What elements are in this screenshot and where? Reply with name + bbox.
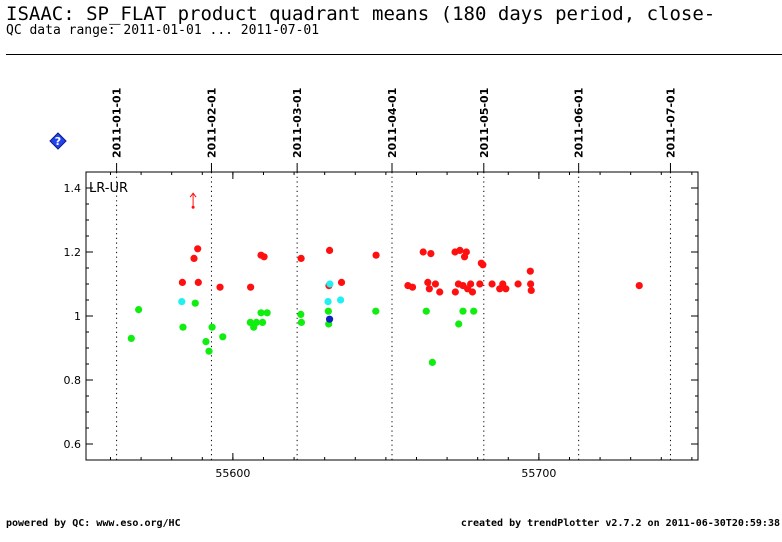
- data-point-red: [337, 278, 346, 286]
- data-point-green: [191, 299, 199, 307]
- data-point-red: [527, 286, 535, 294]
- y-tick-label: 1.4: [64, 182, 82, 195]
- data-point-green: [219, 333, 227, 341]
- data-point-red: [460, 253, 469, 261]
- data-point-red: [502, 285, 510, 293]
- date-label: 2011-04-01: [386, 88, 399, 158]
- data-point-green: [459, 307, 467, 315]
- data-point-red: [297, 254, 305, 262]
- date-label: 2011-05-01: [478, 88, 491, 158]
- data-point-red: [514, 280, 522, 288]
- data-point-red: [419, 248, 427, 256]
- data-point-red: [247, 283, 255, 291]
- data-point-red: [451, 288, 459, 296]
- data-point-red: [325, 246, 334, 254]
- page-title: ISAAC: SP_FLAT product quadrant means (1…: [6, 3, 716, 25]
- header-divider: [6, 54, 782, 55]
- data-point-red: [178, 278, 186, 286]
- data-point-red: [424, 278, 432, 286]
- outlier-point: [191, 205, 195, 209]
- y-tick-label: 0.8: [64, 374, 82, 387]
- data-point-red: [467, 280, 475, 288]
- data-point-green: [179, 323, 187, 331]
- help-diamond-icon[interactable]: ?: [49, 132, 67, 150]
- data-point-green: [252, 318, 261, 326]
- data-point-green: [258, 318, 267, 326]
- x-tick-label: 55700: [521, 467, 556, 480]
- data-point-red: [427, 250, 435, 258]
- panel-label: LR-UR: [89, 181, 128, 196]
- svg-text:?: ?: [55, 135, 61, 148]
- data-point-green: [297, 318, 306, 326]
- data-point-green: [202, 338, 210, 346]
- footer-powered-by: powered by QC: www.eso.org/HC: [6, 518, 181, 529]
- y-tick-label: 1.2: [64, 246, 82, 259]
- data-point-green: [324, 307, 332, 315]
- data-point-red: [479, 261, 487, 269]
- data-point-green: [208, 323, 216, 331]
- data-point-green: [422, 307, 430, 315]
- data-point-blue: [325, 315, 334, 323]
- x-tick-label: 55600: [215, 467, 250, 480]
- data-point-green: [205, 347, 213, 355]
- data-point-red: [527, 280, 535, 288]
- data-point-green: [263, 309, 271, 317]
- data-point-cyan: [326, 280, 334, 288]
- y-tick-label: 1: [74, 310, 81, 323]
- date-markers: 2011-01-01 2011-02-01 2011-03-01 2011-04-01…: [111, 88, 677, 460]
- data-point-red: [190, 254, 198, 262]
- data-point-red: [526, 267, 534, 275]
- data-point-red: [436, 288, 444, 296]
- data-point-red: [635, 282, 643, 290]
- data-point-green: [135, 306, 143, 314]
- data-point-green: [257, 309, 265, 317]
- date-label: 2011-03-01: [291, 88, 304, 158]
- data-point-red: [408, 283, 417, 291]
- data-point-red: [488, 280, 496, 288]
- date-label: 2011-02-01: [205, 88, 218, 158]
- data-point-red: [260, 253, 268, 261]
- data-point-cyan: [178, 298, 186, 306]
- data-point-red: [194, 278, 202, 286]
- data-point-red: [431, 280, 440, 288]
- outlier-arrow-head: [189, 192, 197, 198]
- data-point-red: [425, 285, 433, 293]
- date-label: 2011-07-01: [664, 88, 677, 158]
- data-point-cyan: [336, 296, 345, 304]
- date-label: 2011-06-01: [573, 88, 586, 158]
- data-point-green: [372, 307, 380, 315]
- axes: 0.6 0.8 1 1.2 1.4 55600 55700: [64, 172, 698, 480]
- data-points: [127, 192, 643, 366]
- data-point-green: [470, 307, 478, 315]
- data-point-red: [468, 288, 477, 296]
- data-point-green: [297, 310, 305, 318]
- data-point-green: [455, 320, 463, 328]
- data-point-red: [216, 283, 224, 291]
- data-point-green: [428, 358, 436, 366]
- data-point-red: [456, 246, 464, 254]
- data-point-red: [194, 245, 202, 253]
- data-point-cyan: [324, 298, 332, 306]
- data-point-red: [372, 251, 380, 259]
- y-tick-label: 0.6: [64, 438, 82, 451]
- date-label: 2011-01-01: [111, 88, 124, 158]
- data-point-green: [127, 334, 135, 342]
- footer-created-by: created by trendPlotter v2.7.2 on 2011-0…: [460, 518, 780, 529]
- data-point-red: [476, 280, 484, 288]
- page-subtitle: QC data range: 2011-01-01 ... 2011-07-01: [6, 23, 320, 38]
